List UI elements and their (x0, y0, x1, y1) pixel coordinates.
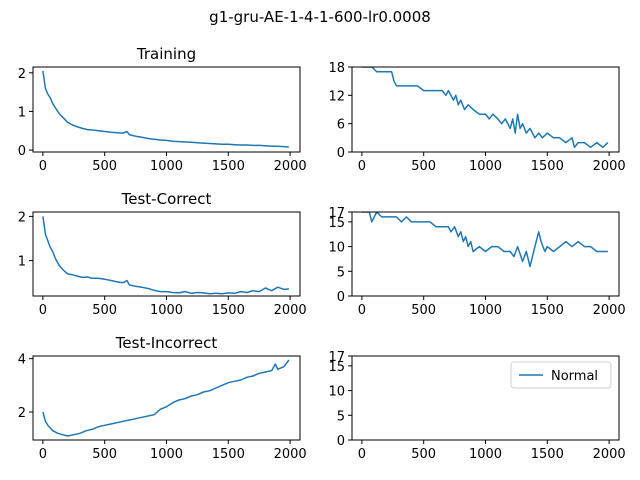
test-incorrect-metric-xtick-label: 1000 (469, 447, 502, 462)
training-loss-axes: 0 500 1000 1500 2000 0 1 2 Training (18, 45, 307, 174)
test-incorrect-loss-xtick-label: 1500 (212, 447, 245, 462)
test-correct-loss-frame (32, 211, 301, 297)
test-incorrect-loss-title: Test-Incorrect (115, 334, 218, 352)
training-loss-series-line-0 (42, 70, 289, 148)
test-correct-metric-ytick-label: 17 (328, 206, 345, 221)
test-incorrect-metric-ytick-label: 10 (328, 385, 345, 400)
training-loss-xtick-label: 500 (92, 159, 117, 174)
training-metric-ytick-label: 18 (328, 61, 345, 76)
test-incorrect-loss-xtick-label: 2000 (274, 447, 307, 462)
test-incorrect-loss-ytick-label: 4 (18, 353, 26, 368)
training-metric-series-line-0 (361, 67, 609, 149)
training-metric-frame (351, 66, 620, 153)
test-correct-loss-axes: 0 500 1000 1500 2000 1 2 Test-Correct (18, 190, 307, 318)
training-loss-xtick-label: 0 (39, 159, 47, 174)
test-correct-metric-xtick-label: 1000 (469, 303, 502, 318)
test-incorrect-loss-frame (32, 355, 301, 441)
test-incorrect-metric-ytick-label: 5 (337, 409, 345, 424)
training-metric-axes: 0 500 1000 1500 2000 0 6 12 18 (328, 61, 625, 174)
test-incorrect-metric-xtick-label: 0 (358, 447, 366, 462)
training-metric-ytick-label: 0 (337, 146, 345, 161)
test-incorrect-loss-xtick-label: 500 (92, 447, 117, 462)
training-metric-xtick-label: 500 (411, 159, 436, 174)
test-correct-loss-xtick-label: 2000 (274, 303, 307, 318)
test-correct-metric-xtick-label: 0 (358, 303, 366, 318)
test-incorrect-metric-ytick-label: 0 (337, 434, 345, 449)
training-loss-xtick-label: 2000 (274, 159, 307, 174)
training-loss-title: Training (136, 45, 196, 63)
test-correct-loss-series-line-0 (42, 216, 289, 295)
legend: Normal (510, 361, 612, 389)
test-incorrect-metric-xtick-label: 1500 (531, 447, 564, 462)
training-loss-ytick-label: 2 (18, 67, 26, 82)
training-loss-xtick-label: 1000 (150, 159, 183, 174)
test-incorrect-loss-axes: 0 500 1000 1500 2000 2 4 Test-Incorrect (18, 334, 307, 462)
test-correct-loss-ytick-label: 1 (18, 255, 26, 270)
training-loss-frame (32, 66, 301, 153)
test-correct-metric-ytick-label: 15 (328, 216, 345, 231)
test-incorrect-loss-xtick-label: 0 (39, 447, 47, 462)
test-correct-metric-xtick-label: 1500 (531, 303, 564, 318)
test-correct-metric-ytick-label: 0 (337, 290, 345, 305)
legend-frame (510, 361, 612, 389)
legend-label: Normal (551, 369, 598, 384)
test-correct-metric-xtick-label: 2000 (593, 303, 626, 318)
test-correct-loss-ytick-label: 2 (18, 210, 26, 225)
training-loss-xtick-label: 1500 (212, 159, 245, 174)
test-incorrect-loss-ytick-label: 2 (18, 406, 26, 421)
test-correct-metric-frame (351, 211, 620, 297)
test-incorrect-metric-ytick-label: 15 (328, 360, 345, 375)
test-correct-loss-xtick-label: 500 (92, 303, 117, 318)
training-metric-xtick-label: 1500 (531, 159, 564, 174)
training-metric-ytick-label: 12 (328, 89, 345, 104)
test-correct-metric-ytick-label: 10 (328, 241, 345, 256)
test-incorrect-loss-xtick-label: 1000 (150, 447, 183, 462)
test-correct-loss-xtick-label: 1500 (212, 303, 245, 318)
training-metric-ytick-label: 6 (337, 118, 345, 133)
test-correct-metric-ytick-label: 5 (337, 265, 345, 280)
training-metric-xtick-label: 2000 (593, 159, 626, 174)
training-loss-ytick-label: 0 (18, 144, 26, 159)
training-loss-ytick-label: 1 (18, 105, 26, 120)
figure-suptitle: g1-gru-AE-1-4-1-600-lr0.0008 (209, 8, 431, 26)
test-correct-loss-title: Test-Correct (121, 190, 212, 208)
training-metric-xtick-label: 1000 (469, 159, 502, 174)
test-incorrect-loss-series-line-0 (42, 359, 290, 437)
training-metric-xtick-label: 0 (358, 159, 366, 174)
test-incorrect-metric-xtick-label: 2000 (593, 447, 626, 462)
test-correct-metric-series-line-0 (361, 212, 608, 268)
test-correct-loss-xtick-label: 0 (39, 303, 47, 318)
test-correct-metric-xtick-label: 500 (411, 303, 436, 318)
test-incorrect-metric-xtick-label: 500 (411, 447, 436, 462)
test-correct-loss-xtick-label: 1000 (150, 303, 183, 318)
test-incorrect-metric-ytick-label: 17 (328, 350, 345, 365)
